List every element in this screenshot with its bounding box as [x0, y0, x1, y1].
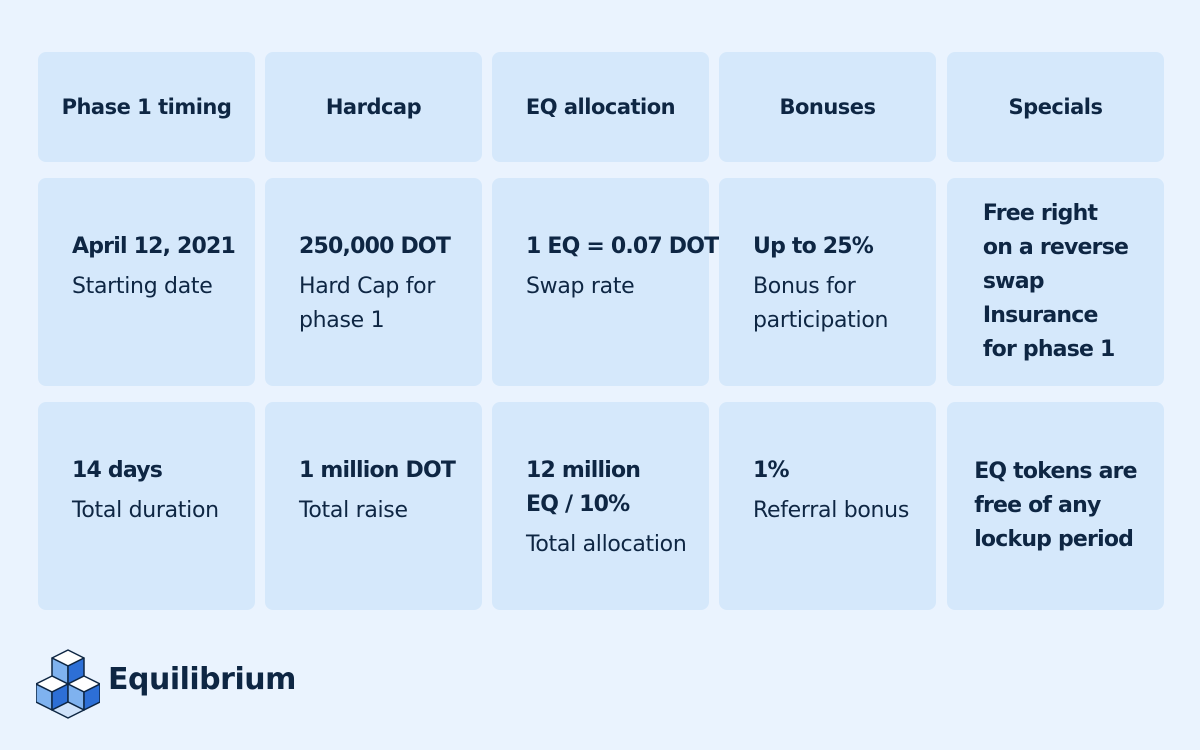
- cell-text: Starting date: [72, 274, 213, 299]
- cell-text: Swap rate: [526, 274, 635, 299]
- cell-title: free of any: [974, 493, 1101, 518]
- cell-title: 1 EQ = 0.07 DOT: [526, 234, 719, 259]
- cell-title: swap: [982, 269, 1045, 294]
- cell-text: Total duration: [72, 498, 219, 523]
- table-cell: April 12, 2021 Starting date: [38, 178, 255, 386]
- header-cell: EQ allocation: [492, 52, 709, 162]
- cell-title: April 12, 2021: [72, 234, 236, 259]
- cell-title: EQ tokens are: [974, 459, 1137, 484]
- cell-title: Insurance: [982, 303, 1099, 328]
- table-cell: 14 days Total duration: [38, 402, 255, 610]
- cell-text: Referral bonus: [753, 498, 909, 523]
- header-cell: Specials: [947, 52, 1164, 162]
- cell-text: Total raise: [299, 498, 408, 523]
- cell-title: 1 million DOT: [299, 458, 456, 483]
- table-cell: 12 million EQ / 10% Total allocation: [492, 402, 709, 610]
- cell-title: 14 days: [72, 458, 163, 483]
- cell-title: for phase 1: [982, 337, 1115, 362]
- cell-text: Hard Cap for: [299, 274, 436, 299]
- cell-title: 250,000 DOT: [299, 234, 451, 259]
- cell-text: phase 1: [299, 308, 385, 333]
- table-cell: EQ tokens are free of any lockup period: [947, 402, 1164, 610]
- cell-title: 12 million: [526, 458, 641, 483]
- cell-title: EQ / 10%: [526, 492, 630, 517]
- header-cell: Phase 1 timing: [38, 52, 255, 162]
- cell-content: 250,000 DOT Hard Cap for phase 1: [299, 230, 482, 338]
- table-cell: 1 EQ = 0.07 DOT Swap rate: [492, 178, 719, 386]
- cell-content: 12 million EQ / 10% Total allocation: [526, 454, 709, 562]
- table-cell: 1 million DOT Total raise: [265, 402, 482, 610]
- cell-title: Free right: [982, 201, 1098, 226]
- cell-title: lockup period: [974, 527, 1134, 552]
- cell-title: on a reverse: [982, 235, 1129, 260]
- table-cell: 1% Referral bonus: [719, 402, 936, 610]
- brand-name: Equilibrium: [108, 662, 296, 697]
- cell-content: 14 days Total duration: [72, 454, 255, 528]
- header-cell: Hardcap: [265, 52, 482, 162]
- cell-content: Up to 25% Bonus for participation: [753, 230, 936, 338]
- cell-content: Free right on a reverse swap Insurance for p…: [982, 197, 1129, 367]
- cell-text: Total allocation: [526, 532, 687, 557]
- table-cell: Up to 25% Bonus for participation: [719, 178, 936, 386]
- cell-content: 1 EQ = 0.07 DOT Swap rate: [526, 230, 719, 304]
- cell-text: participation: [753, 308, 889, 333]
- cell-title: Up to 25%: [753, 234, 874, 259]
- cell-title: 1%: [753, 458, 790, 483]
- cell-content: 1 million DOT Total raise: [299, 454, 482, 528]
- table-cell: Free right on a reverse swap Insurance for p…: [947, 178, 1164, 386]
- logo-icon: [36, 649, 100, 719]
- header-cell: Bonuses: [719, 52, 936, 162]
- cell-content: April 12, 2021 Starting date: [72, 230, 255, 304]
- cell-content: EQ tokens are free of any lockup period: [974, 455, 1137, 557]
- cell-text: Bonus for: [753, 274, 856, 299]
- cell-content: 1% Referral bonus: [753, 454, 936, 528]
- table-cell: 250,000 DOT Hard Cap for phase 1: [265, 178, 482, 386]
